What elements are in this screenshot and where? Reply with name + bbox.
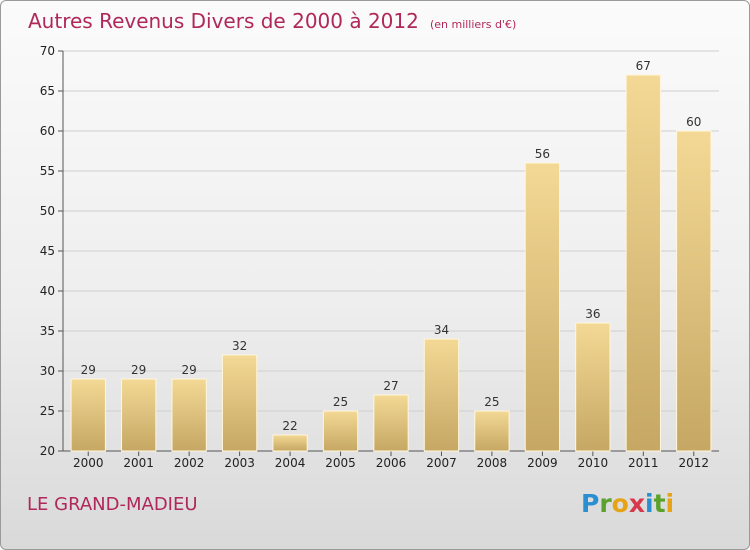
bar-value-label: 29 [81, 363, 96, 377]
labels: 29 29 29 32 22 25 27 34 25 56 36 67 60 [81, 59, 702, 433]
logo-letter: x [628, 489, 645, 518]
bar [221, 354, 258, 452]
y-tick-label: 20 [40, 444, 55, 458]
bar-value-label: 29 [131, 363, 146, 377]
x-tick-label: 2001 [123, 456, 154, 470]
x-tick-label: 2011 [628, 456, 659, 470]
bar-value-label: 60 [686, 115, 701, 129]
chart-title-unit: (en milliers d'€) [429, 18, 517, 31]
x-tick-label: 2005 [325, 456, 356, 470]
logo-letter: r [599, 489, 612, 518]
y-tick-label: 70 [40, 44, 55, 58]
bar-value-label: 27 [383, 379, 398, 393]
bar [70, 378, 106, 452]
bar [272, 434, 308, 452]
proxiti-logo[interactable]: Proxiti [581, 489, 674, 518]
x-tick-label: 2009 [527, 456, 558, 470]
chart-title: Autres Revenus Divers de 2000 à 2012 (en… [28, 9, 516, 33]
logo-letter: P [581, 489, 600, 518]
bar-value-label: 32 [232, 339, 247, 353]
bar [474, 410, 510, 452]
y-tick-label: 30 [40, 364, 55, 378]
y-tick-label: 50 [40, 204, 55, 218]
logo-letter: i [665, 489, 675, 518]
logo-letter: t [653, 489, 666, 518]
bar-value-label: 22 [282, 419, 297, 433]
logo-letter: i [645, 489, 654, 518]
y-tick-label: 45 [40, 244, 55, 258]
y-tick-label: 35 [40, 324, 55, 338]
x-tick-label: 2006 [376, 456, 407, 470]
logo-letter: o [611, 489, 629, 518]
x-tick-label: 2004 [275, 456, 306, 470]
bar-value-label: 25 [484, 395, 499, 409]
y-tick-label: 65 [40, 84, 55, 98]
y-tick-label: 60 [40, 124, 55, 138]
bar-value-label: 36 [585, 307, 600, 321]
x-tick-label: 2008 [477, 456, 508, 470]
bar [423, 338, 460, 452]
bar [524, 162, 561, 452]
bar-value-label: 29 [182, 363, 197, 377]
chart-title-main: Autres Revenus Divers de 2000 à 2012 [28, 9, 419, 33]
bar [676, 130, 712, 452]
commune-name: LE GRAND-MADIEU [27, 494, 198, 515]
bar-value-label: 67 [636, 59, 651, 73]
bar [625, 74, 661, 452]
y-tick-label: 40 [40, 284, 55, 298]
x-tick-label: 2007 [426, 456, 457, 470]
bar [575, 322, 611, 452]
bar-value-label: 56 [535, 147, 550, 161]
bar [373, 394, 409, 452]
bar [322, 410, 359, 452]
x-tick-label: 2002 [174, 456, 205, 470]
x-tick-label: 2012 [678, 456, 709, 470]
bar [171, 378, 207, 452]
bars [70, 74, 712, 452]
y-tick-label: 25 [40, 404, 55, 418]
bar-value-label: 25 [333, 395, 348, 409]
x-tick-label: 2003 [224, 456, 255, 470]
bar-value-label: 34 [434, 323, 449, 337]
x-tick-label: 2000 [73, 456, 104, 470]
x-tick-label: 2010 [578, 456, 609, 470]
y-tick-label: 55 [40, 164, 55, 178]
bar [121, 378, 157, 452]
